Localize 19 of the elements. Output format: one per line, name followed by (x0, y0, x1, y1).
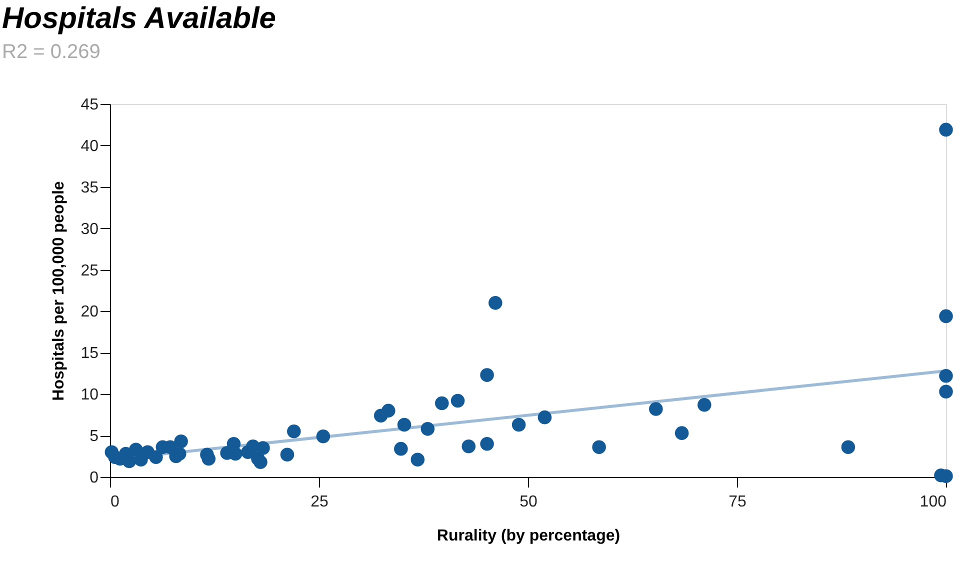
y-tick-label: 25 (80, 262, 99, 280)
x-axis-title: Rurality (by percentage) (436, 528, 620, 544)
x-tick-label: 0 (110, 494, 120, 510)
y-tick-label: 15 (80, 345, 99, 362)
y-tick-label: 45 (80, 96, 99, 114)
y-tick-label: 5 (90, 428, 99, 446)
y-tick-label: 40 (80, 138, 99, 155)
x-tick-label: 25 (310, 494, 328, 510)
y-tick-label: 10 (80, 386, 99, 404)
y-axis-title: Hospitals per 100,000 people (50, 181, 68, 401)
chart-title: Hospitals Available (2, 2, 276, 35)
chart-subtitle: R2 = 0.269 (2, 41, 100, 63)
x-tick-label: 100 (920, 494, 947, 510)
y-tick-label: 20 (80, 304, 99, 321)
y-tick-label: 30 (80, 220, 99, 238)
x-tick-label: 75 (728, 494, 746, 510)
y-tick-label: 0 (90, 470, 99, 486)
x-tick-label: 50 (520, 494, 538, 510)
y-tick-label: 35 (80, 179, 99, 196)
